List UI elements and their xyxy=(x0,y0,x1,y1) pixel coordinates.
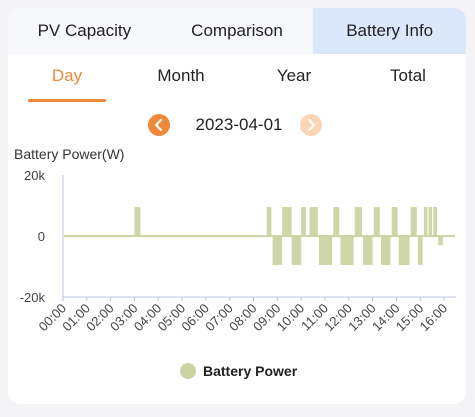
data-bar xyxy=(410,207,417,236)
current-date: 2023-04-01 xyxy=(195,115,283,134)
data-bar xyxy=(428,207,433,236)
data-bar xyxy=(333,207,340,236)
data-bar xyxy=(391,207,398,236)
data-bar xyxy=(398,236,410,265)
tab-year[interactable]: Year xyxy=(255,66,333,106)
battery-info-card: PV Capacity Comparison Battery Info Day … xyxy=(8,8,466,404)
data-bar xyxy=(134,207,141,236)
data-bar xyxy=(373,207,380,236)
data-bar xyxy=(433,207,437,236)
data-bar xyxy=(319,236,333,265)
legend-swatch xyxy=(180,363,196,379)
data-bar xyxy=(272,236,283,265)
chevron-left-icon xyxy=(154,118,163,132)
tab-label: Year xyxy=(276,66,312,85)
data-bar xyxy=(380,236,391,265)
period-tab-bar: Day Month Year Total xyxy=(8,66,466,106)
tab-battery-info[interactable]: Battery Info xyxy=(313,8,466,54)
tab-total[interactable]: Total xyxy=(369,66,447,106)
data-bar xyxy=(363,236,373,265)
y-tick-label: -20k xyxy=(20,290,46,305)
data-bar xyxy=(340,236,354,265)
data-bar xyxy=(301,207,306,236)
date-navigator: 2023-04-01 xyxy=(8,112,466,140)
previous-day-button[interactable] xyxy=(148,114,170,136)
active-tab-underline xyxy=(28,99,106,102)
data-bar xyxy=(282,207,292,236)
tab-day[interactable]: Day xyxy=(28,66,106,106)
data-bar xyxy=(438,236,443,246)
data-bar xyxy=(291,236,302,265)
x-tick-label: 10:00 xyxy=(274,301,308,335)
tab-label: Month xyxy=(157,66,205,85)
legend-label: Battery Power xyxy=(203,363,298,379)
tab-month[interactable]: Month xyxy=(142,66,220,106)
data-bar xyxy=(417,236,423,265)
data-baseline xyxy=(64,235,455,238)
data-bar xyxy=(423,207,428,236)
data-bar xyxy=(354,207,362,236)
y-axis-title: Battery Power(W) xyxy=(14,146,125,162)
x-tick-label: 16:00 xyxy=(417,301,451,335)
battery-power-chart: 20k0-20k00:0001:0002:0003:0004:0005:0006… xyxy=(20,168,456,335)
chevron-right-icon xyxy=(307,118,316,132)
tab-comparison[interactable]: Comparison xyxy=(161,8,314,54)
tab-label: Battery Info xyxy=(346,21,434,40)
chart-legend[interactable]: Battery Power xyxy=(8,362,466,382)
top-tab-bar: PV Capacity Comparison Battery Info xyxy=(8,8,466,54)
y-tick-label: 20k xyxy=(24,168,45,183)
tab-label: Day xyxy=(51,66,83,85)
data-bar xyxy=(309,207,318,236)
tab-pv-capacity[interactable]: PV Capacity xyxy=(8,8,161,54)
tab-label: PV Capacity xyxy=(37,21,132,40)
tab-label: Comparison xyxy=(191,21,283,40)
data-bar xyxy=(266,207,272,236)
y-tick-label: 0 xyxy=(38,229,45,244)
tab-label: Total xyxy=(390,66,426,85)
next-day-button[interactable] xyxy=(300,114,322,136)
